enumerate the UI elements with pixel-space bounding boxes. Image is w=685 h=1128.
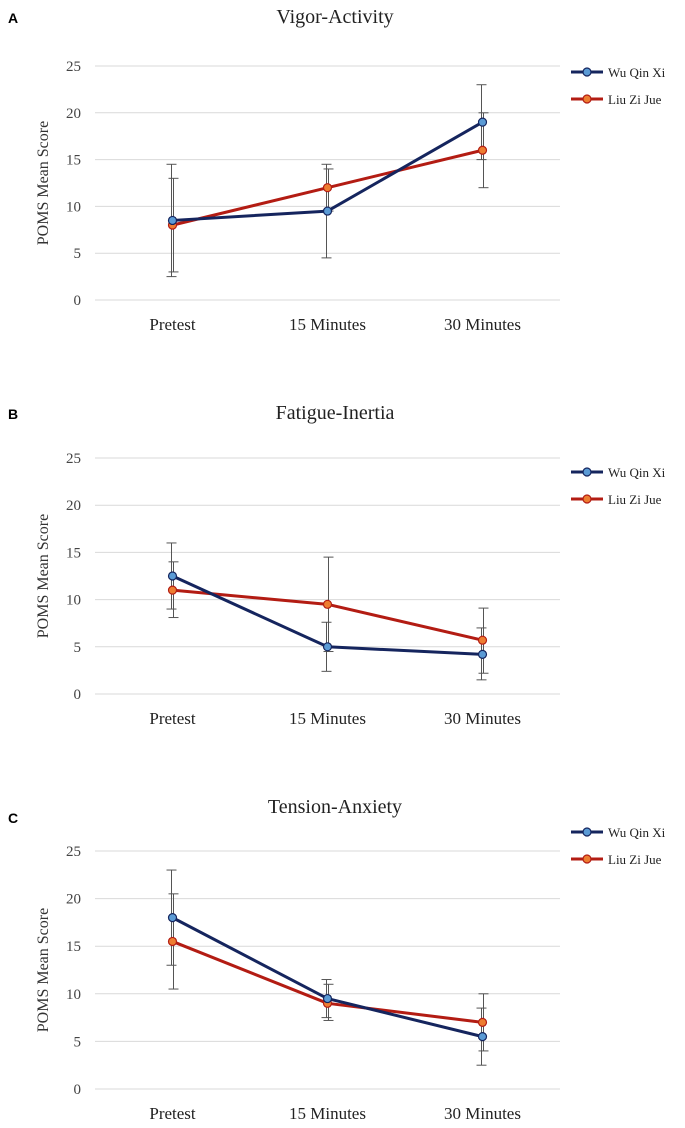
- data-point: [322, 993, 333, 1004]
- legend-swatch-marker: [582, 827, 592, 837]
- chart-panel-a: A Vigor-Activity 0 5 10 15 20 25 Pretest 15 Min…: [0, 0, 685, 376]
- chart-panel-c: C Tension-Anxiety 0 5 10 15 20 25 Pretest 15 Mi…: [0, 752, 685, 1128]
- x-tick-label: 15 Minutes: [289, 1104, 366, 1123]
- legend-swatch-marker: [582, 67, 592, 77]
- y-tick-label: 25: [66, 844, 81, 860]
- data-point: [167, 215, 178, 226]
- y-tick-label: 10: [66, 593, 81, 609]
- y-tick-label: 20: [66, 892, 81, 908]
- legend-swatch-marker: [582, 467, 592, 477]
- x-tick-label: 30 Minutes: [444, 709, 521, 728]
- chart-panel-b: B Fatigue-Inertia 0 5 10 15 20 25 Pretest 15 Mi…: [0, 376, 685, 752]
- data-point: [477, 635, 488, 645]
- data-point: [477, 649, 488, 659]
- x-tick-label: Pretest: [149, 1104, 196, 1123]
- y-tick-label: 20: [66, 498, 81, 514]
- chart-title: Fatigue-Inertia: [275, 402, 395, 424]
- legend-label: Liu Zi Jue: [608, 492, 662, 507]
- y-tick-label: 5: [74, 246, 82, 262]
- y-tick-label: 15: [66, 939, 81, 955]
- y-tick-label: 5: [74, 1034, 82, 1050]
- series-line-wu-qin-xi: [172, 120, 484, 222]
- data-point: [322, 183, 333, 193]
- x-tick-label: Pretest: [149, 315, 196, 334]
- y-axis-label: POMS Mean Score: [35, 908, 52, 1032]
- legend-swatch-marker: [582, 854, 592, 864]
- data-point: [477, 117, 488, 127]
- legend-swatch-marker: [582, 94, 592, 104]
- y-tick-label: 10: [66, 987, 81, 1003]
- legend-label: Wu Qin Xi: [608, 825, 666, 840]
- series-line-wu-qin-xi: [171, 916, 483, 1039]
- data-point: [477, 1032, 488, 1042]
- x-tick-label: Pretest: [149, 709, 196, 728]
- y-tick-label: 0: [74, 293, 82, 309]
- x-tick-label: 15 Minutes: [289, 315, 366, 334]
- x-tick-label: 15 Minutes: [289, 709, 366, 728]
- y-tick-label: 0: [74, 687, 82, 703]
- legend-label: Wu Qin Xi: [608, 465, 666, 480]
- data-point: [167, 571, 178, 581]
- y-tick-label: 15: [66, 153, 81, 169]
- y-tick-label: 0: [74, 1082, 82, 1098]
- y-tick-label: 20: [66, 106, 81, 122]
- data-point: [167, 585, 178, 595]
- y-axis-label: POMS Mean Score: [35, 514, 52, 638]
- data-point: [477, 145, 488, 155]
- chart-svg: 0 5 10 15 20 25 Pretest 15 Minutes 30 Minutes POM…: [35, 451, 666, 728]
- data-point: [167, 936, 178, 947]
- data-point: [322, 599, 333, 609]
- legend-label: Liu Zi Jue: [608, 852, 662, 867]
- chart-title: Vigor-Activity: [276, 6, 394, 28]
- legend-swatch-marker: [582, 494, 592, 504]
- series-line-liu-zi-jue: [171, 940, 483, 1024]
- legend-label: Wu Qin Xi: [608, 65, 666, 80]
- y-tick-label: 25: [66, 59, 81, 75]
- panel-letter: B: [8, 406, 19, 422]
- y-axis-label: POMS Mean Score: [35, 121, 52, 245]
- data-point: [322, 206, 333, 216]
- data-point: [167, 913, 178, 923]
- chart-svg: 0 5 10 15 20 25 Pretest 15 Minutes 30 Minutes POM…: [35, 59, 666, 334]
- data-point: [322, 642, 333, 652]
- panel-letter: C: [8, 810, 19, 826]
- chart-title: Tension-Anxiety: [267, 796, 403, 818]
- y-tick-label: 10: [66, 199, 81, 215]
- panel-letter: A: [8, 10, 19, 26]
- data-point: [477, 1017, 488, 1027]
- chart-svg: 0 5 10 15 20 25 Pretest 15 Minutes 30 Minutes POM…: [35, 825, 666, 1123]
- x-tick-label: 30 Minutes: [444, 1104, 521, 1123]
- legend-label: Liu Zi Jue: [608, 92, 662, 107]
- y-tick-label: 25: [66, 451, 81, 467]
- y-tick-label: 15: [66, 545, 81, 561]
- y-tick-label: 5: [74, 640, 82, 656]
- x-tick-label: 30 Minutes: [444, 315, 521, 334]
